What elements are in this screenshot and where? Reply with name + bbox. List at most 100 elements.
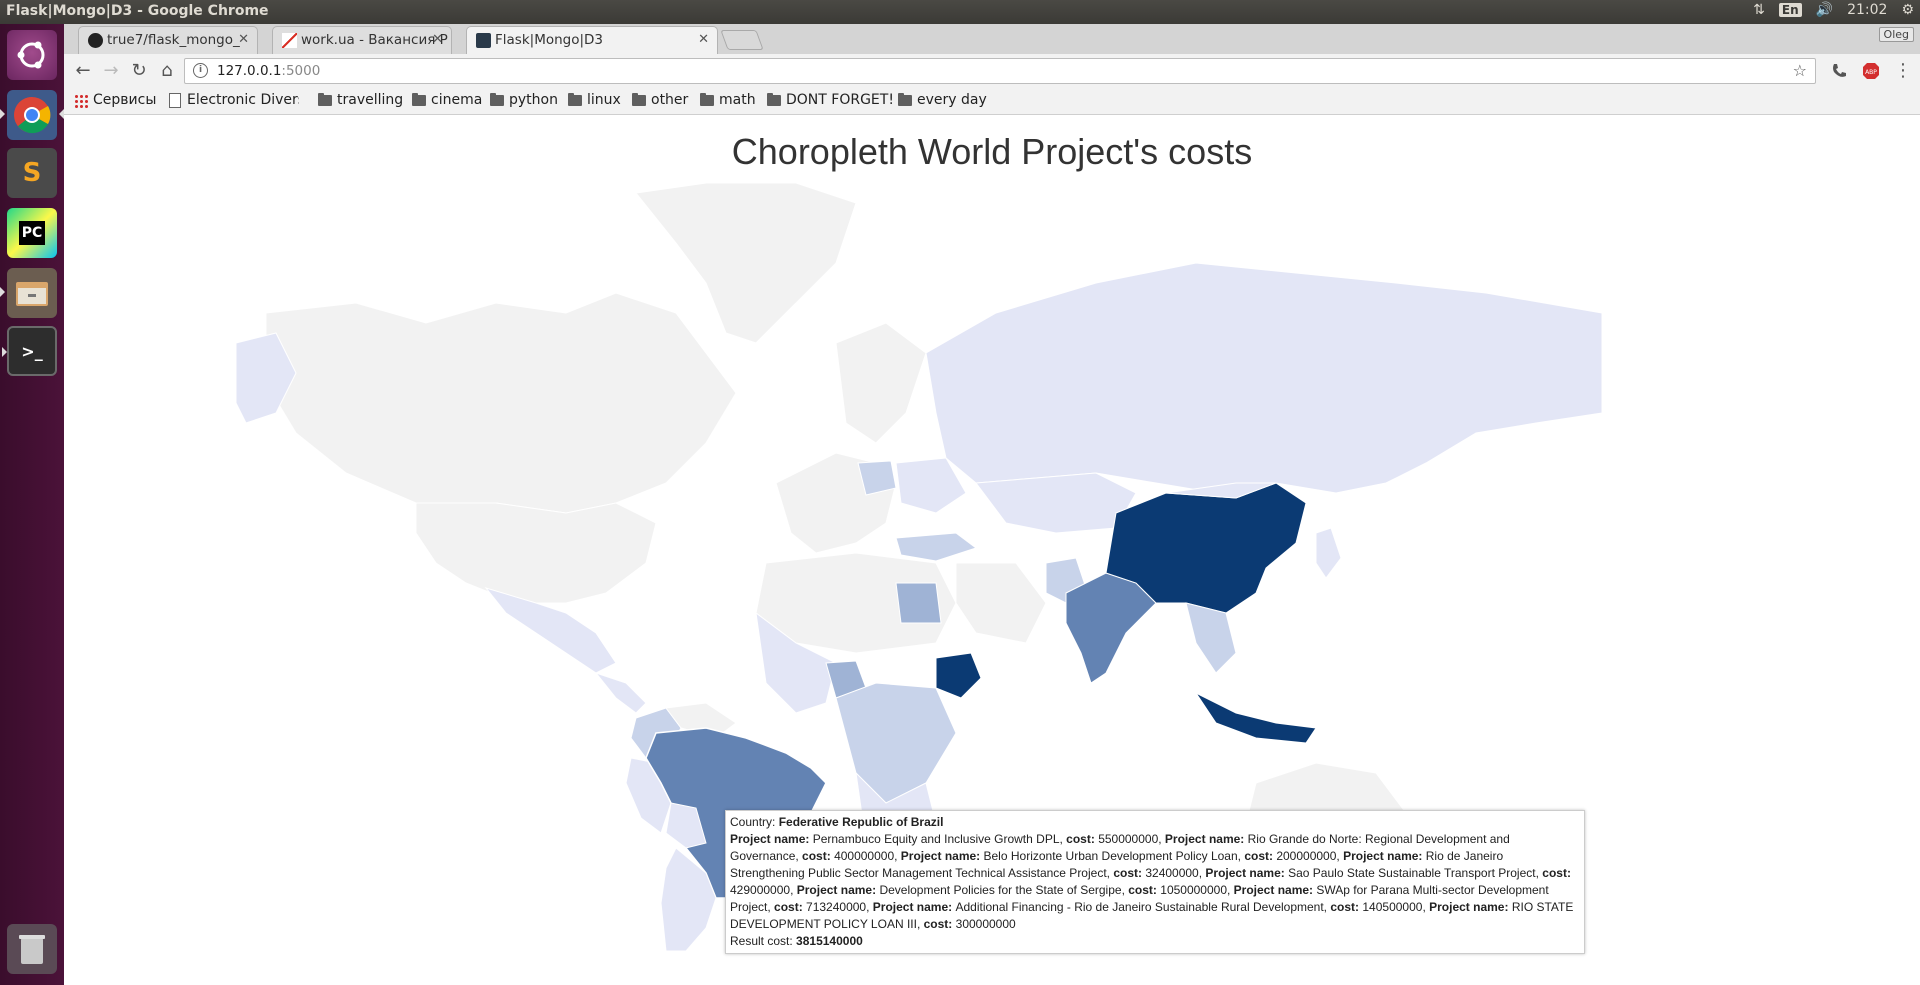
country-kazakhstan[interactable] [975, 472, 1137, 534]
terminal-favicon-icon [476, 33, 491, 48]
country-mexico[interactable] [484, 587, 617, 674]
bookmark-folder-every-day[interactable]: every day [898, 92, 987, 108]
trash-icon[interactable] [7, 924, 57, 974]
site-info-icon[interactable]: i [193, 63, 208, 78]
country-argentina[interactable] [660, 847, 717, 951]
country-poland[interactable] [857, 460, 897, 496]
country-central-america[interactable] [594, 671, 647, 714]
system-top-bar: Flask|Mongo|D3 - Google Chrome ⇅ En 🔊 21… [0, 0, 1920, 24]
bookmark-apps[interactable]: Сервисы [74, 92, 156, 108]
system-tray: ⇅ En 🔊 21:02 ⚙ [1753, 2, 1914, 18]
country-ethiopia[interactable] [935, 652, 982, 699]
window-title: Flask|Mongo|D3 - Google Chrome [6, 3, 269, 19]
bookmark-folder-python[interactable]: python [490, 92, 558, 108]
github-icon [88, 33, 103, 48]
tab-close-icon[interactable]: ✕ [432, 32, 443, 47]
phone-extension-icon[interactable] [1830, 62, 1848, 80]
tooltip-project-name: RIO STATE DEVELOPMENT POLICY LOAN III, [730, 900, 1574, 931]
country-alaska[interactable] [236, 332, 297, 424]
tooltip-cost-label: cost: [802, 849, 835, 863]
network-icon[interactable]: ⇅ [1753, 2, 1765, 18]
chrome-icon[interactable] [0, 90, 64, 140]
bookmark-folder-dont-forget[interactable]: DONT FORGET! [767, 92, 894, 108]
tab-gmail[interactable]: work.ua - Вакансия Р ✕ [272, 26, 452, 54]
country-southeast-asia[interactable] [1185, 602, 1237, 674]
forward-icon[interactable]: → [103, 60, 119, 81]
tooltip-cost-label: cost: [1113, 866, 1146, 880]
country-middle-east[interactable] [955, 562, 1047, 644]
bookmark-folder-linux[interactable]: linux [568, 92, 621, 108]
sublime-text-icon[interactable]: S [7, 148, 57, 198]
unity-launcher: S PC >_ [0, 24, 65, 985]
new-tab-button[interactable] [720, 30, 764, 50]
tooltip-cost-label: cost: [1066, 832, 1099, 846]
tab-flask-mongo-d3[interactable]: Flask|Mongo|D3 ✕ [466, 26, 718, 54]
country-japan[interactable] [1315, 527, 1342, 579]
tooltip-project-cost: 32400000, [1145, 866, 1206, 880]
bookmark-folder-math[interactable]: math [700, 92, 756, 108]
tooltip-project-cost: 400000000, [834, 849, 901, 863]
back-icon[interactable]: ← [75, 60, 91, 81]
settings-gear-icon[interactable]: ⚙ [1901, 2, 1914, 18]
address-bar[interactable]: i 127.0.0.1:5000 ☆ [184, 58, 1816, 84]
adblock-plus-icon[interactable]: ABP [1862, 62, 1880, 80]
folder-icon [490, 93, 504, 106]
country-russia[interactable] [925, 262, 1602, 494]
country-indonesia[interactable] [1194, 691, 1317, 744]
tooltip-project-name: Rio de Janeiro Strengthening Public Sect… [730, 849, 1504, 880]
reload-icon[interactable]: ↻ [131, 60, 147, 81]
tooltip-project-name: Development Policies for the State of Se… [879, 883, 1129, 897]
country-bolivia[interactable] [665, 802, 707, 849]
country-mongolia[interactable] [1165, 482, 1277, 499]
country-scandinavia[interactable] [835, 322, 927, 444]
country-central-africa[interactable] [835, 682, 957, 804]
country-greenland[interactable] [635, 183, 857, 344]
tab-close-icon[interactable]: ✕ [238, 32, 249, 47]
tooltip-country-name: Federative Republic of Brazil [778, 815, 944, 829]
country-ukraine-belarus[interactable] [895, 457, 967, 514]
terminal-icon[interactable]: >_ [2, 326, 57, 376]
page-content: Choropleth World Project's costs [64, 115, 1920, 985]
country-venezuela[interactable] [665, 702, 737, 739]
tab-label: work.ua - Вакансия Р [301, 32, 448, 48]
country-west-africa[interactable] [755, 611, 837, 714]
ubuntu-dash-icon[interactable] [7, 30, 57, 80]
bookmark-folder-cinema[interactable]: cinema [412, 92, 482, 108]
page-icon [169, 93, 181, 108]
clock[interactable]: 21:02 [1847, 2, 1888, 18]
country-usa[interactable] [415, 502, 657, 604]
folder-icon [568, 93, 582, 106]
tooltip-project-cost: 140500000, [1362, 900, 1430, 914]
folder-icon [632, 93, 646, 106]
tab-github[interactable]: true7/flask_mongo_ ✕ [78, 26, 258, 54]
tooltip-project-name: Rio Grande do Norte: Regional Developmen… [730, 832, 1510, 863]
pycharm-icon[interactable]: PC [7, 208, 57, 258]
bookmark-folder-other[interactable]: other [632, 92, 688, 108]
country-tooltip: Country: Federative Republic of Brazil P… [725, 810, 1585, 954]
folder-icon [700, 93, 714, 106]
country-egypt[interactable] [895, 582, 942, 624]
tooltip-project-name: Belo Horizonte Urban Development Policy … [983, 849, 1245, 863]
page-title: Choropleth World Project's costs [731, 131, 1253, 172]
tooltip-projects: Project name: Pernambuco Equity and Incl… [730, 831, 1580, 933]
keyboard-language-indicator[interactable]: En [1778, 3, 1802, 17]
volume-icon[interactable]: 🔊 [1815, 2, 1834, 18]
url-text[interactable]: 127.0.0.1:5000 [217, 63, 321, 79]
country-turkey[interactable] [895, 532, 978, 562]
profile-button[interactable]: Oleg [1878, 27, 1914, 42]
tooltip-result-cost: 3815140000 [796, 934, 863, 948]
tab-label: Flask|Mongo|D3 [495, 32, 604, 48]
country-canada[interactable] [265, 292, 737, 514]
tooltip-project-name: SWAp for Parana Multi-sector Development… [730, 883, 1549, 914]
bookmark-folder-travelling[interactable]: travelling [318, 92, 403, 108]
tab-close-icon[interactable]: ✕ [698, 32, 709, 47]
files-icon[interactable] [0, 268, 57, 318]
tooltip-cost-label: cost: [923, 917, 956, 931]
home-icon[interactable]: ⌂ [161, 60, 173, 81]
bookmark-star-icon[interactable]: ☆ [1792, 61, 1807, 80]
tooltip-project-label: Project name: [1205, 866, 1289, 880]
folder-icon [412, 93, 426, 106]
chrome-menu-icon[interactable]: ⋮ [1894, 60, 1912, 81]
bookmark-electronic-diversity[interactable]: Electronic Diversi [168, 92, 299, 108]
apps-grid-icon [74, 94, 88, 108]
